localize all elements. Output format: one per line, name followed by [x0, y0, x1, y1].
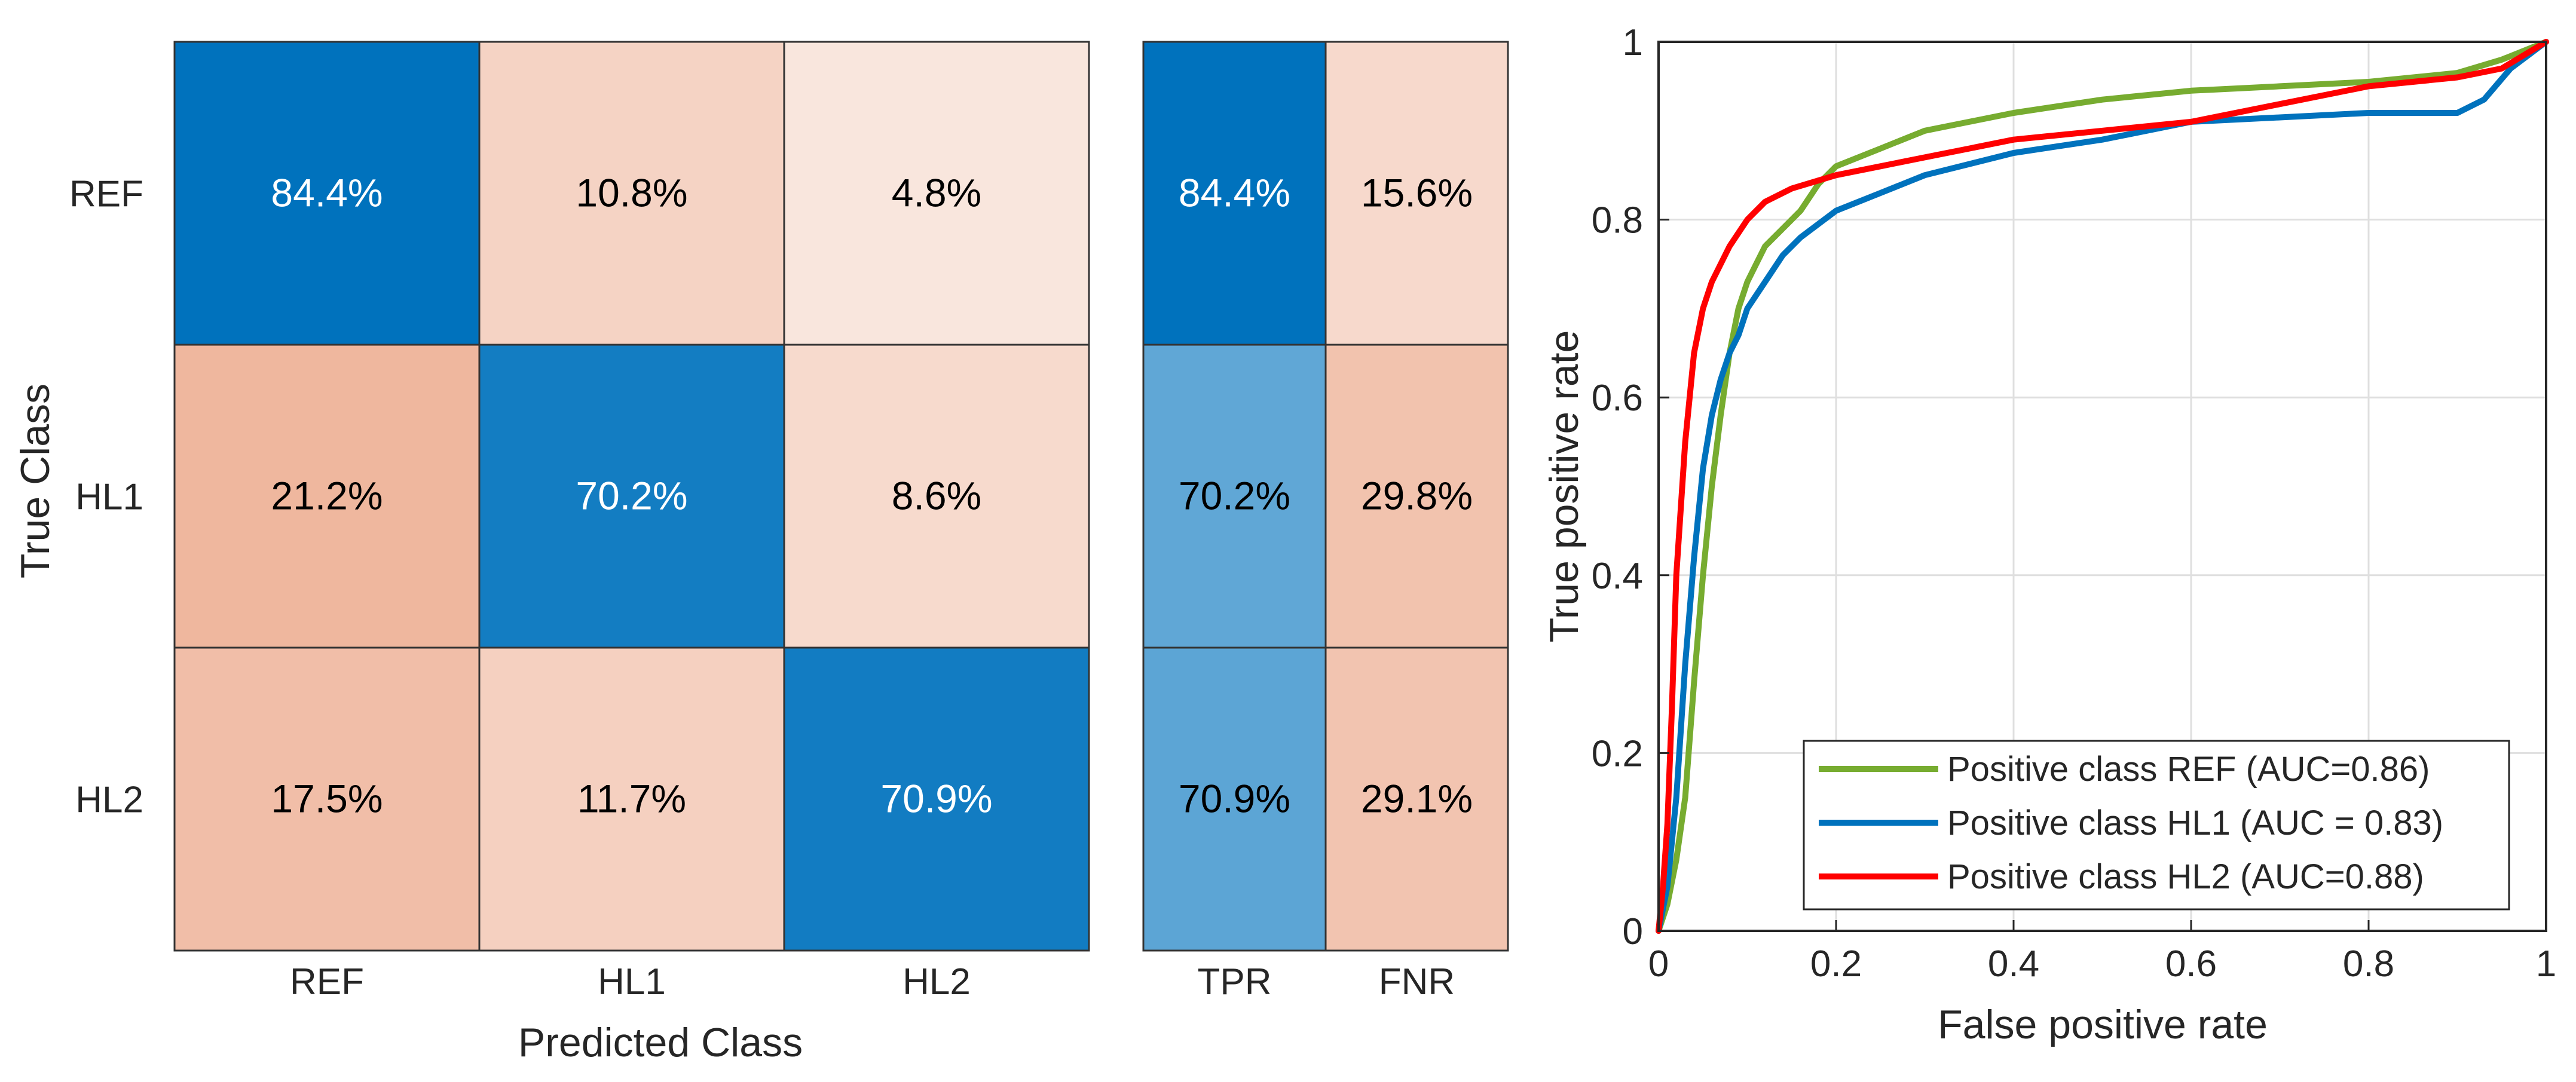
true-class-tick: REF — [69, 174, 143, 215]
roc-curve — [1656, 39, 2549, 934]
y-tick-label: 0.4 — [1592, 556, 1643, 597]
matrix-cell — [478, 41, 785, 346]
fnr-value: 15.6% — [1361, 171, 1473, 215]
legend-entry: Positive class HL2 (AUC=0.88) — [1947, 857, 2424, 896]
matrix-cell — [173, 646, 481, 952]
fnr-value: 29.1% — [1361, 777, 1473, 821]
roc-legend: Positive class REF (AUC=0.86) Positive cl… — [1803, 740, 2510, 911]
matrix-cell-value: 70.9% — [880, 777, 992, 821]
matrix-cell-value: 21.2% — [271, 474, 383, 518]
y-tick-label: 0 — [1623, 911, 1643, 952]
predicted-class-tick: HL2 — [902, 961, 971, 1003]
matrix-cell — [173, 41, 481, 346]
matrix-cell-value: 8.6% — [892, 474, 981, 518]
matrix-cell — [783, 646, 1090, 952]
matrix-cell-value: 11.7% — [577, 777, 686, 821]
x-tick-label: 0.4 — [1988, 943, 2039, 985]
roc-x-axis-label: False positive rate — [1938, 1002, 2268, 1047]
x-tick-label: 0.6 — [2165, 943, 2217, 985]
roc-y-axis-label: True positive rate — [1541, 330, 1587, 643]
tpr-cell — [1142, 344, 1327, 649]
summary-column-tick: FNR — [1379, 961, 1455, 1003]
legend-entry: Positive class HL1 (AUC = 0.83) — [1947, 804, 2443, 842]
matrix-cell — [478, 646, 785, 952]
matrix-cell — [783, 344, 1090, 649]
fnr-value: 29.8% — [1361, 474, 1473, 518]
tpr-fnr-summary: 84.4% 15.6% 70.2% 29.8% 70.9% 29.1% TPR FNR — [1142, 41, 1509, 1003]
roc-ticks: 0 0.2 0.4 0.6 0.8 1 0 0.2 0.4 0.6 0.8 1 — [1592, 22, 2556, 985]
true-class-tick: HL1 — [75, 477, 143, 518]
x-tick-label: 0.8 — [2343, 943, 2394, 985]
predicted-class-tick: REF — [290, 961, 364, 1003]
tpr-value: 70.2% — [1179, 474, 1290, 518]
fnr-cell — [1324, 646, 1509, 952]
summary-column-tick: TPR — [1198, 961, 1272, 1003]
matrix-cell-value: 84.4% — [271, 171, 383, 215]
matrix-cell-value: 4.8% — [892, 171, 981, 215]
predicted-class-tick: HL1 — [598, 961, 666, 1003]
tpr-value: 84.4% — [1179, 171, 1290, 215]
fnr-cell — [1324, 344, 1509, 649]
y-tick-label: 1 — [1623, 22, 1643, 63]
tpr-cell — [1142, 41, 1327, 346]
matrix-cell — [173, 344, 481, 649]
y-tick-label: 0.2 — [1592, 733, 1643, 774]
legend-entry: Positive class REF (AUC=0.86) — [1947, 750, 2430, 789]
true-class-tick: HL2 — [75, 780, 143, 821]
matrix-cell-value: 70.2% — [576, 474, 687, 518]
matrix-cell — [478, 344, 785, 649]
matrix-cell-value: 17.5% — [271, 777, 383, 821]
roc-axes-box — [1657, 41, 2547, 932]
predicted-class-label: Predicted Class — [518, 1020, 803, 1065]
roc-curves — [1656, 39, 2549, 934]
fnr-cell — [1324, 41, 1509, 346]
x-tick-label: 0 — [1648, 943, 1669, 985]
y-tick-label: 0.8 — [1592, 200, 1643, 241]
roc-curve — [1656, 39, 2549, 934]
tpr-value: 70.9% — [1179, 777, 1290, 821]
tpr-cell — [1142, 646, 1327, 952]
y-tick-label: 0.6 — [1592, 378, 1643, 419]
true-class-label: True Class — [13, 384, 58, 578]
confusion-matrix: 84.4% 10.8% 4.8% REF 21.2% 70.2% 8.6% HL1 17.5% 1… — [69, 41, 1090, 1003]
x-tick-label: 1 — [2536, 943, 2556, 985]
roc-curve — [1656, 39, 2549, 934]
confusion-matrix-labels: Predicted Class True Class — [13, 384, 803, 1065]
x-tick-label: 0.2 — [1810, 943, 1862, 985]
roc-plot: 0 0.2 0.4 0.6 0.8 1 0 0.2 0.4 0.6 0.8 1 False posit… — [1541, 22, 2556, 1047]
matrix-cell-value: 10.8% — [576, 171, 687, 215]
matrix-cell — [783, 41, 1090, 346]
